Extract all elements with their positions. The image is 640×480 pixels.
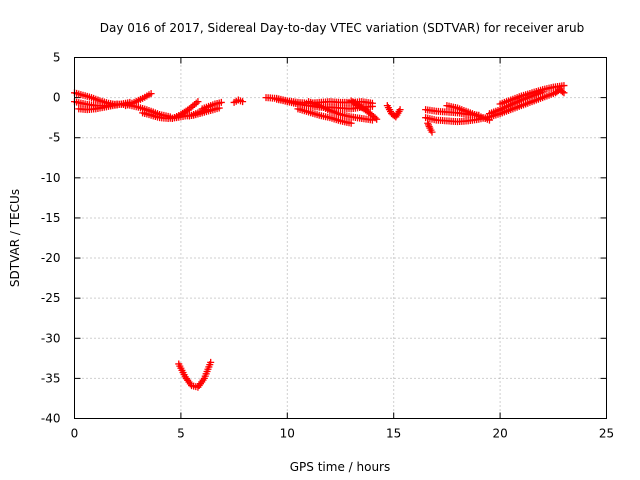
y-tick-label: 5 — [53, 51, 61, 65]
series-arc-19 — [443, 102, 493, 124]
plot-frame — [74, 57, 607, 419]
data-point — [560, 89, 568, 97]
y-tick-label: 0 — [53, 91, 61, 105]
data-point — [207, 358, 215, 366]
data-point — [239, 98, 247, 106]
data-point — [396, 106, 404, 114]
series-arc-6 — [168, 98, 202, 122]
data-point — [368, 102, 376, 110]
y-tick-label: -10 — [41, 171, 61, 185]
y-tick-label: -20 — [41, 251, 61, 265]
y-tick-label: -15 — [41, 211, 61, 225]
data-point — [347, 119, 355, 127]
y-tick-label: -30 — [41, 331, 61, 345]
data-point — [424, 119, 432, 127]
data-point — [373, 115, 381, 123]
x-axis-label: GPS time / hours — [290, 460, 391, 474]
series-arc-16 — [383, 102, 404, 121]
x-tick-label: 0 — [71, 427, 79, 441]
data-point — [217, 98, 225, 106]
series-arc-22 — [424, 119, 436, 136]
y-axis-label: SDTVAR / TECUs — [8, 189, 22, 287]
y-tick-label: -40 — [41, 412, 61, 426]
series-arc-10 — [175, 358, 215, 391]
y-tick-label: -5 — [49, 131, 61, 145]
series-arc-23 — [551, 86, 568, 97]
series-arc-14 — [305, 98, 376, 124]
data-point — [425, 122, 433, 130]
data-point — [147, 90, 155, 98]
data-point — [424, 121, 432, 129]
series-arc-4 — [122, 90, 155, 110]
chart-title: Day 016 of 2017, Sidereal Day-to-day VTE… — [100, 21, 585, 35]
series-arc-21 — [496, 82, 568, 108]
x-tick-label: 5 — [177, 427, 185, 441]
series-arc-13 — [294, 105, 355, 127]
data-points — [71, 82, 568, 391]
data-point — [428, 128, 436, 136]
data-point — [559, 88, 567, 96]
data-point — [560, 82, 568, 90]
y-tick-label: -25 — [41, 291, 61, 305]
x-tick-label: 15 — [386, 427, 401, 441]
y-tick-labels: 5 0 -5 -10 -15 -20 -25 -30 -35 -40 — [41, 51, 61, 426]
x-tick-labels: 0 5 10 15 20 25 — [71, 427, 614, 441]
x-tick-label: 20 — [492, 427, 507, 441]
y-tick-label: -35 — [41, 371, 61, 385]
data-point — [194, 98, 202, 106]
x-tick-label: 25 — [599, 427, 614, 441]
grid — [74, 57, 607, 419]
series-arc-8 — [198, 98, 225, 113]
data-point — [371, 114, 379, 122]
series-arc-15 — [347, 97, 381, 123]
series-arc-9 — [230, 96, 247, 106]
x-tick-label: 10 — [280, 427, 295, 441]
data-point — [485, 116, 493, 124]
